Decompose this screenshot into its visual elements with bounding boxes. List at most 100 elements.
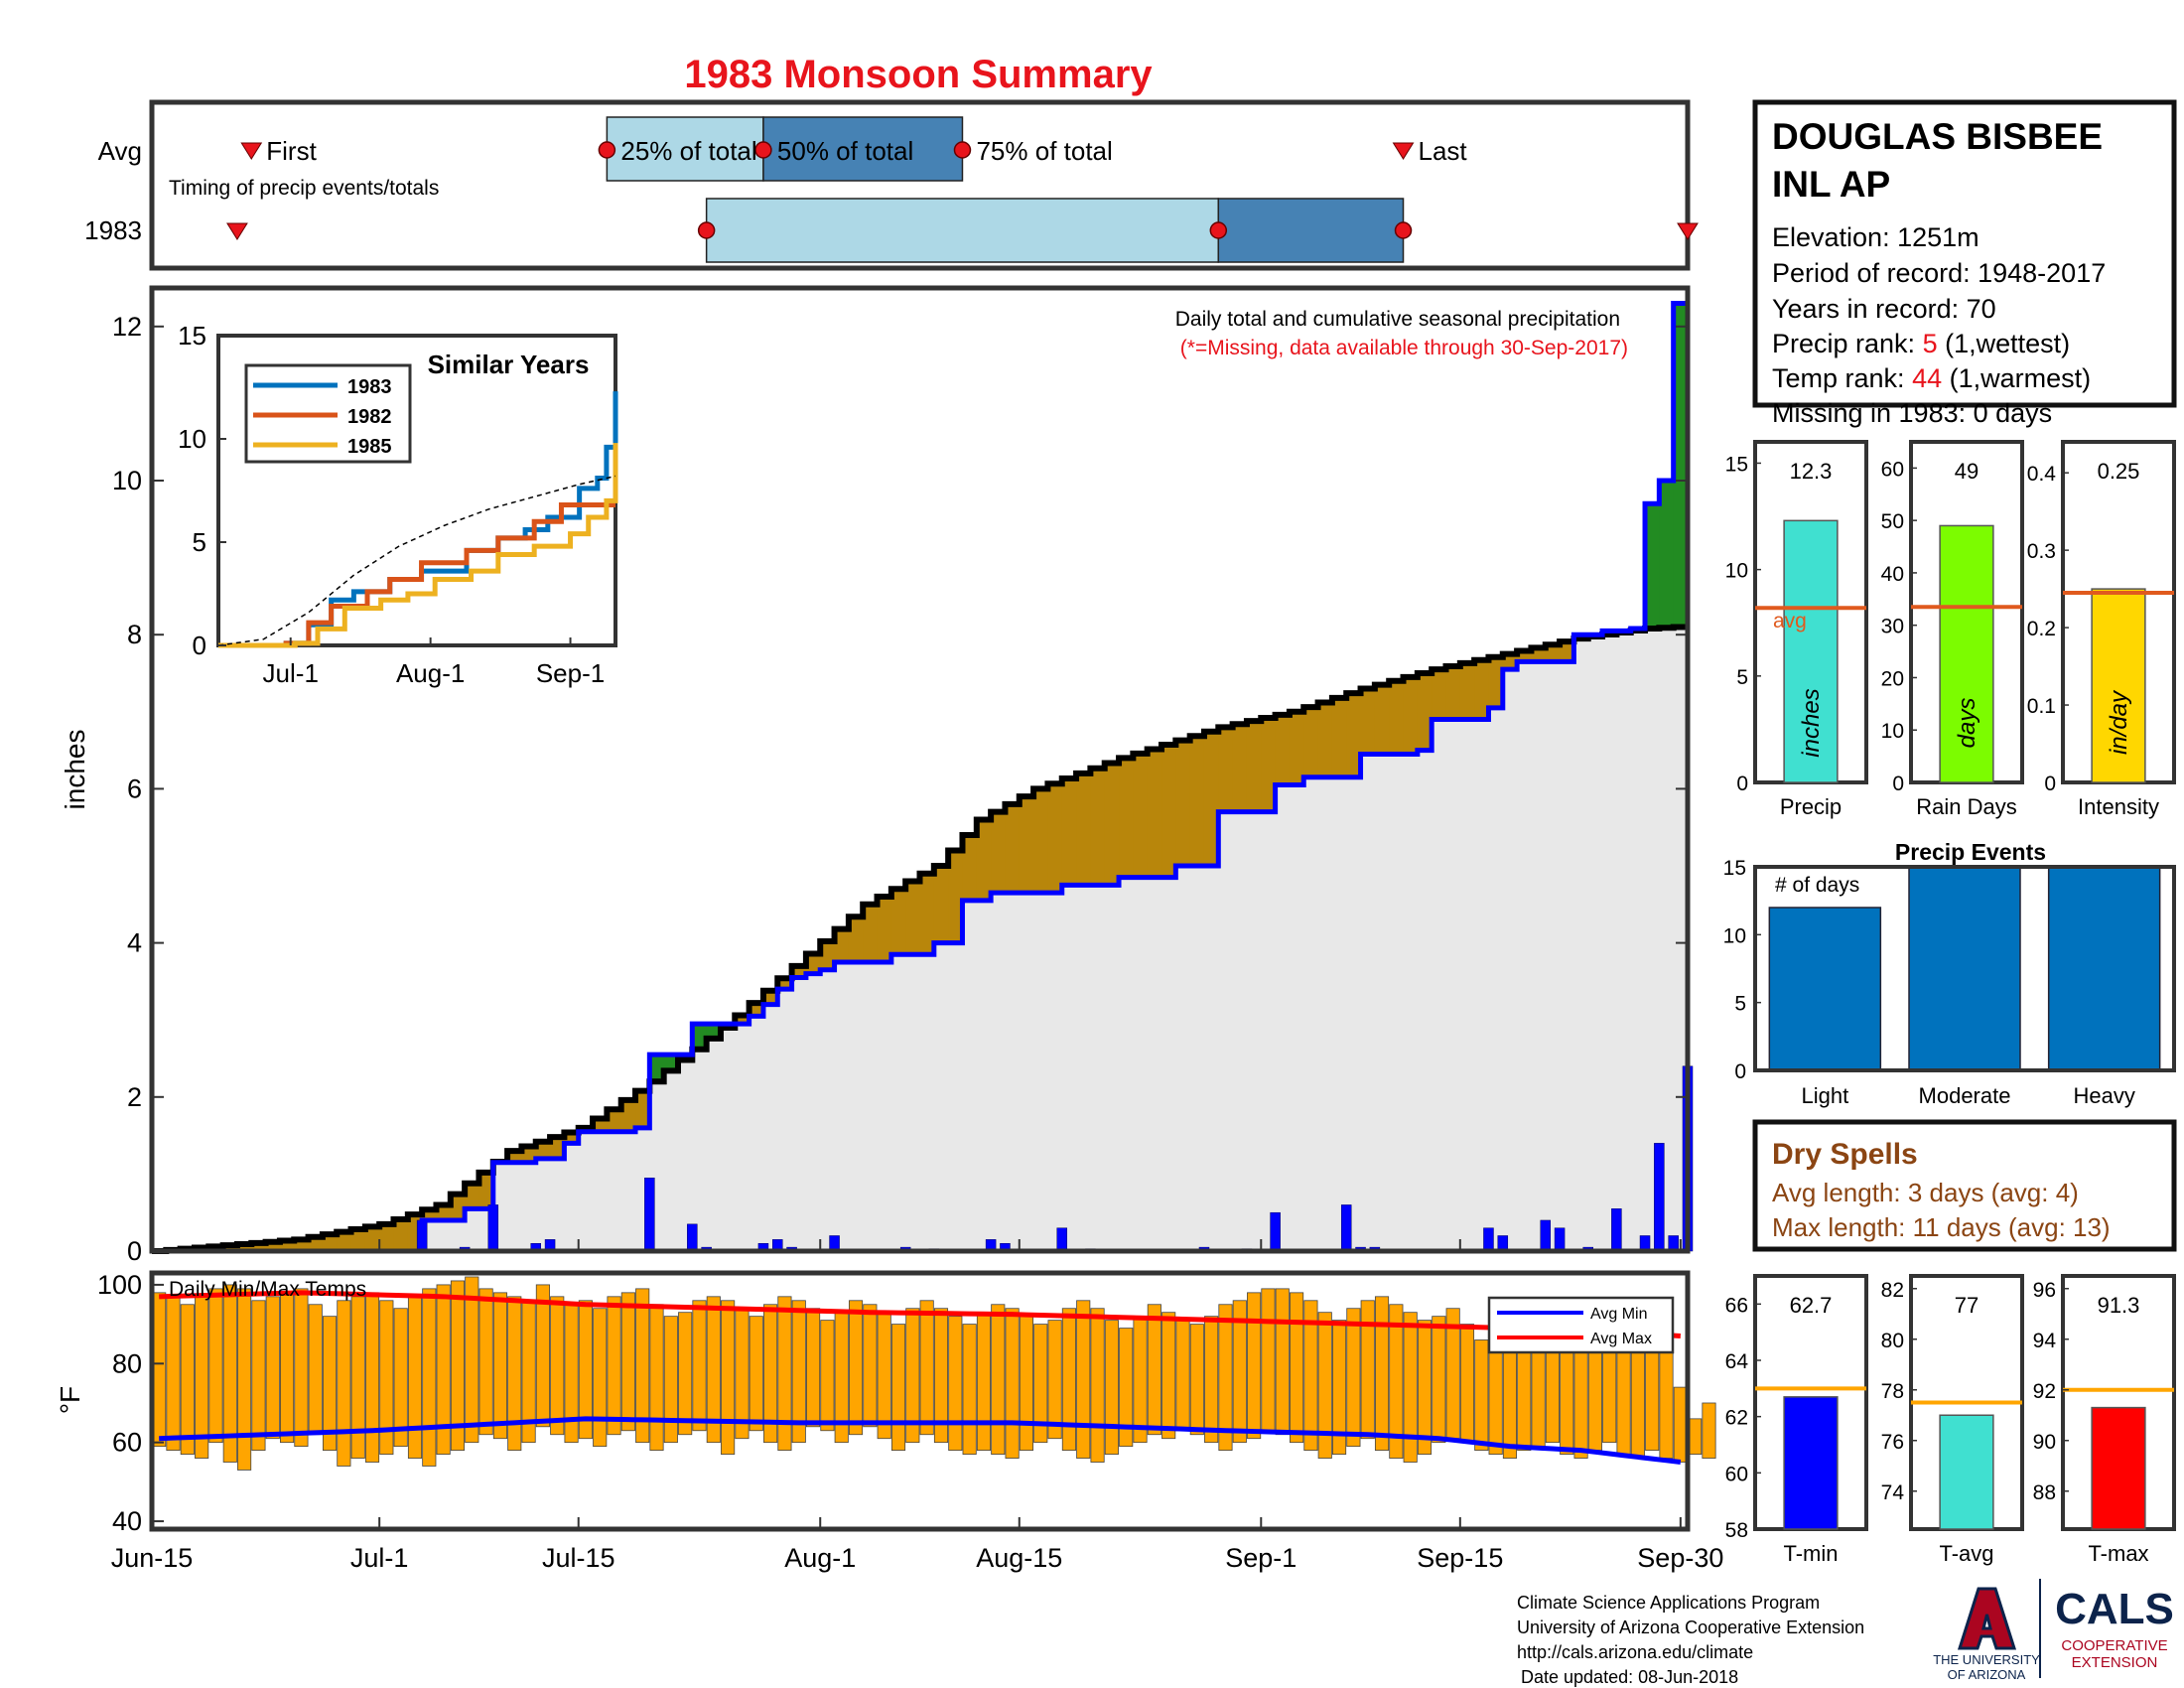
dry-spells-panel: Dry Spells Avg length: 3 days (avg: 4) M… [1752,1119,2177,1252]
last-label: Last [1419,136,1468,166]
daily-temp-bar [777,1296,792,1452]
daily-precip-bar [1554,1227,1566,1252]
missing-note: (*=Missing, data available through 30-Se… [1180,337,1628,359]
inset-y-tick-label: 5 [193,527,206,557]
x-tick-label: Jul-15 [542,1543,615,1573]
daily-temp-bar [436,1284,451,1455]
daily-temp-bar [208,1288,223,1444]
precip-y-tick-label: 2 [127,1082,142,1112]
daily-temp-bar [1459,1324,1475,1444]
deficit-area [1331,697,1347,777]
temp-y-tick-label: 60 [112,1428,142,1458]
dry-spells-title: Dry Spells [1772,1138,1918,1171]
inset-x-tick-label: Aug-1 [396,658,465,688]
intensity-label: Intensity [2078,794,2159,819]
deficit-area [1047,783,1063,894]
deficit-area [1374,684,1390,755]
daily-temp-bar [962,1324,977,1455]
daily-precip-bar [487,1204,499,1252]
footer-line-1: Climate Science Applications Program [1517,1593,1820,1613]
daily-temp-bar [422,1288,437,1467]
intensity-bar [2091,588,2146,783]
intensity-y-tick-label: 0.1 [2027,695,2056,718]
daily-temp-bar [877,1312,891,1440]
deficit-area [1432,669,1446,720]
daily-temp-bar [1061,1308,1076,1452]
temp-y-tick-label: 100 [97,1270,142,1300]
precip-y-tick-label: 5 [1736,666,1748,689]
daily-temp-bar [350,1296,365,1459]
daily-temp-bar [721,1300,736,1455]
t-avg-value: 77 [1955,1293,1979,1318]
rain-days-y-tick-label: 60 [1881,458,1904,481]
year-q25-q50-box [705,198,1220,263]
deficit-area [976,819,992,901]
deficit-area [593,1118,608,1132]
deficit-area [337,1231,352,1251]
daily-temp-bar [407,1296,423,1459]
temp-rank: Temp rank: 44 (1,warmest) [1772,363,2091,393]
rain-days-y-tick-label: 50 [1881,510,1904,533]
daily-temp-bar [1133,1316,1148,1444]
deficit-area [1005,803,1021,894]
daily-precip-bar [687,1223,698,1252]
station-info-panel: DOUGLAS BISBEE INL AP Elevation: 1251m P… [1752,99,2177,428]
deficit-area [1488,656,1504,708]
deficit-area [1417,673,1433,751]
avg-q25-q50-box [606,116,764,182]
avg-max-legend-label: Avg Max [1590,1331,1652,1347]
deficit-area [1061,778,1077,886]
deficit-area [919,873,935,955]
event-bar-heavy [2047,866,2161,1071]
daily-temp-bar [820,1320,835,1432]
deficit-area [1090,768,1106,886]
deficit-area [251,1242,267,1251]
deficit-area [1560,641,1574,662]
precip-note: Daily total and cumulative seasonal prec… [1175,308,1620,331]
cals-coop-line1: COOPERATIVE [2061,1637,2167,1654]
avg-q50-q75-box [762,116,964,182]
deficit-area [1119,758,1134,878]
avg-q25-marker [598,141,616,159]
daily-temp-bar [749,1316,763,1432]
year-q50-q75-box [1217,198,1405,263]
t-min-y-tick-label: 62 [1725,1407,1748,1430]
deficit-area [749,1003,764,1017]
t-avg-y-tick-label: 80 [1881,1330,1904,1352]
intensity-unit: in/day [2106,689,2132,755]
daily-temp-bar [1403,1312,1418,1463]
surplus-area [1659,481,1675,629]
daily-temp-bar [465,1276,479,1444]
deficit-area [465,1183,479,1209]
legend-label-1982: 1982 [347,406,392,428]
deficit-area [791,965,807,978]
temperature-chart: 40 60 80 100 Daily Min/Max Temps °F Avg Min… [55,1270,1716,1536]
precip-label: Precip [1780,794,1842,819]
daily-temp-bar [1374,1296,1390,1452]
t-max-label: T-max [2088,1541,2148,1566]
daily-temp-bar [337,1300,351,1467]
temp-plot-bg [152,1273,1688,1529]
daily-temp-bar [1702,1402,1716,1459]
deficit-area [1218,727,1234,812]
inset-y-tick-label: 10 [178,424,206,454]
intensity-y-tick-label: 0.2 [2027,618,2056,640]
daily-temp-bar [450,1280,466,1452]
deficit-area [735,1015,751,1025]
deficit-area [1019,796,1034,894]
daily-temp-bar [550,1296,565,1436]
deficit-area [834,928,850,962]
intensity-y-tick-label: 0.3 [2027,540,2056,563]
deficit-area [1317,702,1333,777]
precip-events-panel: Precip Events 0 5 10 15 Light Moderate Heavy #… [1723,839,2176,1108]
deficit-area [1161,745,1176,878]
deficit-area [1104,763,1120,886]
deficit-area [364,1226,380,1251]
t-min-label: T-min [1784,1541,1839,1566]
daily-temp-bar [507,1296,522,1452]
deficit-area [478,1172,494,1209]
daily-temp-bar [237,1288,252,1471]
daily-precip-bar [1270,1211,1281,1252]
daily-temp-bar [1474,1339,1489,1452]
t-max-y-tick-label: 90 [2033,1431,2056,1454]
